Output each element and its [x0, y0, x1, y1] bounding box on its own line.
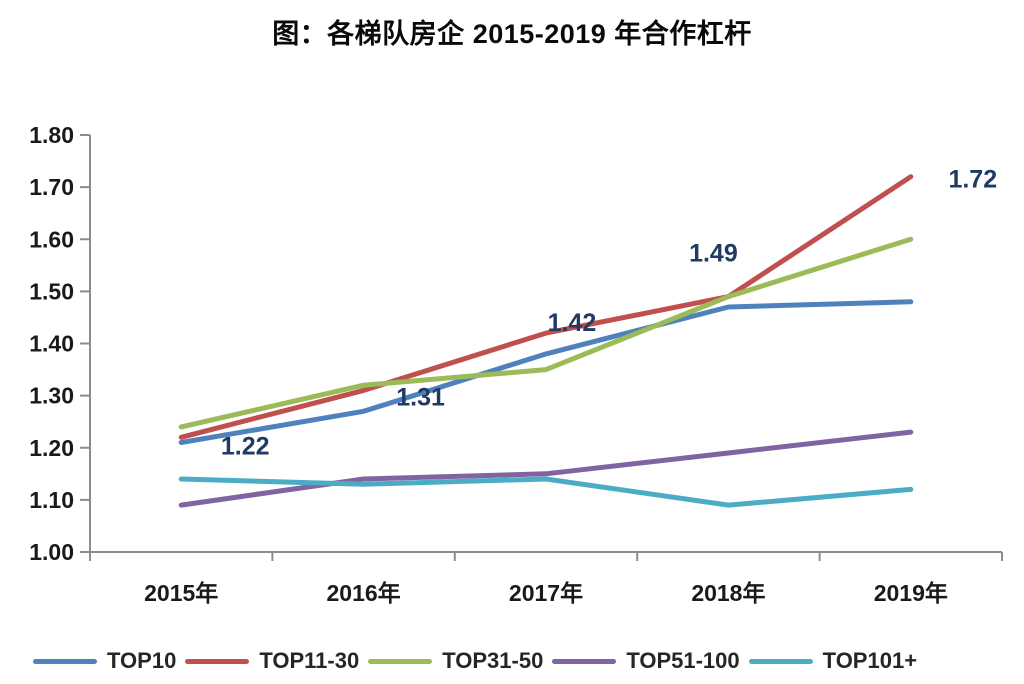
x-tick-label: 2019年 [874, 580, 948, 606]
legend-item-top10: TOP10 [33, 648, 176, 674]
legend-label-top101: TOP101+ [822, 648, 918, 673]
series-line-top31-50 [178, 236, 914, 430]
legend-label-top11-30: TOP11-30 [259, 648, 360, 673]
chart-legend: TOP10 TOP11-30 TOP31-50 TOP51-100 TOP101+ [33, 648, 917, 674]
y-tick-label: 1.20 [29, 435, 74, 461]
legend-marker-top31-50 [368, 658, 433, 664]
y-tick-label: 1.70 [29, 174, 74, 200]
legend-label-top10: TOP10 [107, 648, 177, 673]
data-label-top11-30: 1.49 [689, 240, 738, 268]
x-tick-label: 2017年 [509, 580, 583, 606]
data-label-top11-30: 1.42 [548, 309, 597, 337]
data-label-top11-30: 1.31 [396, 383, 445, 411]
legend-item-top31-50: TOP31-50 [368, 648, 543, 674]
y-tick-label: 1.30 [29, 383, 74, 409]
series-line-top10 [178, 299, 914, 445]
y-tick-label: 1.50 [29, 278, 74, 304]
x-tick-label: 2016年 [327, 580, 401, 606]
chart-title: 图：各梯队房企 2015-2019 年合作杠杆 [272, 19, 752, 49]
series-line-top11-30 [178, 174, 914, 440]
x-tick-label: 2018年 [691, 580, 765, 606]
data-label-top11-30: 1.72 [948, 166, 997, 194]
y-tick-label: 1.00 [29, 539, 74, 565]
legend-item-top11-30: TOP11-30 [185, 648, 359, 674]
data-label-top11-30: 1.22 [221, 432, 270, 460]
legend-marker-top10 [33, 658, 97, 664]
legend-item-top51-100: TOP51-100 [552, 648, 740, 674]
series-line-top51-100 [178, 429, 914, 508]
legend-label-top51-100: TOP51-100 [626, 648, 740, 673]
legend-item-top101: TOP101+ [748, 648, 918, 674]
x-tick-label: 2015年 [144, 580, 218, 606]
y-tick-label: 1.80 [29, 122, 74, 148]
y-tick-label: 1.40 [29, 331, 74, 357]
series-line-top101 [178, 476, 914, 508]
y-tick-label: 1.10 [29, 487, 74, 513]
y-tick-label: 1.60 [29, 226, 74, 252]
legend-marker-top51-100 [552, 658, 617, 664]
legend-label-top31-50: TOP31-50 [442, 648, 544, 673]
legend-marker-top11-30 [185, 658, 250, 664]
legend-marker-top101 [748, 658, 813, 664]
